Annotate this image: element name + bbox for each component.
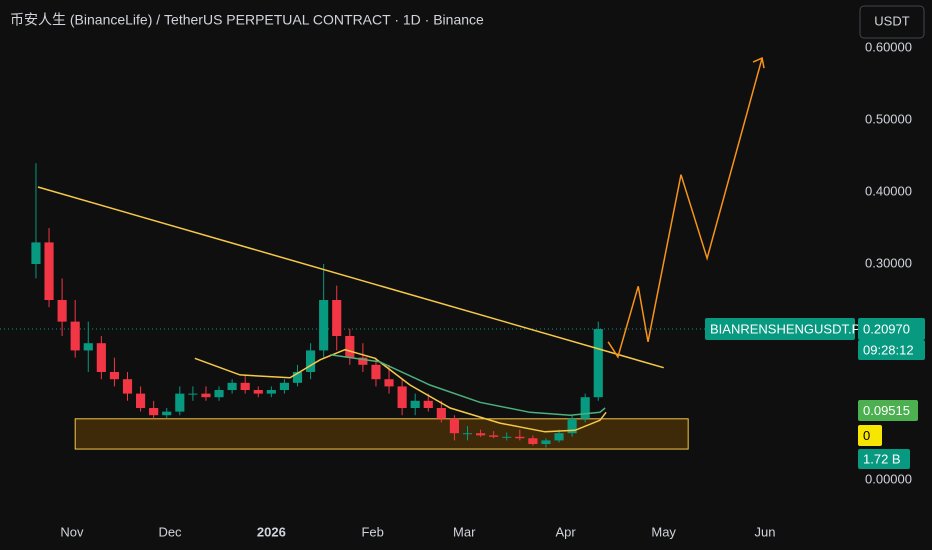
candle-body [227,382,237,391]
y-tick-label: 0.50000 [865,111,912,126]
candle-body [214,390,224,398]
chart-title: 币安人生 (BinanceLife) / TetherUS PERPETUAL … [10,12,484,28]
x-tick-label: 2026 [257,524,286,539]
line [607,57,763,359]
symbol-tag-text: BIANRENSHENGUSDT.P [710,321,860,336]
x-tick-label: Nov [60,524,84,539]
button-label[interactable]: USDT [874,13,909,28]
candle-body [292,372,303,383]
candle-body [462,433,473,435]
candle-body [136,393,146,409]
ma-tag: 0.09515 [858,400,918,421]
y-tick-label: 0.40000 [865,183,912,198]
x-tick-label: Jun [755,524,776,539]
arrow-head [752,57,765,69]
candle-body [345,336,355,358]
countdown-tag-bg [858,340,925,361]
candle-body [44,242,54,301]
candle-body [397,386,407,409]
candle-body [83,343,93,351]
candle-body [410,400,420,409]
candle-body [332,300,342,337]
candle-body [436,408,446,419]
countdown-tag: 09:28:12 [858,340,925,361]
volume-tag: 1.72 B [858,449,910,469]
candle-body [57,300,67,322]
candle-body [423,400,433,409]
countdown-tag-text: 09:28:12 [863,342,914,357]
currency-button[interactable]: USDT [859,5,925,39]
x-tick-label: Mar [453,524,476,539]
line [37,186,664,369]
candle-body [109,372,119,380]
candle-body [593,329,603,398]
candle-body [122,379,133,394]
y-tick-label: 0.00000 [865,471,912,486]
candle-body [567,418,577,434]
candle-body [371,364,381,380]
y-tick-label: 0.60000 [865,39,912,54]
price-tag-text: 0.20970 [863,321,910,336]
zero-tag-text: 0 [863,428,870,443]
candle-body [266,390,276,394]
support-zone [74,418,689,450]
price-tag: 0.20970 [858,318,925,341]
candle-body [162,411,172,416]
line [330,353,606,416]
candle-body [253,390,263,394]
ma-tag-bg [858,400,918,421]
candle-body [476,433,486,436]
volume-tag-bg [858,449,910,469]
candle-body [149,408,159,416]
ma-tag-text: 0.09515 [863,403,910,418]
candle-body [96,343,106,373]
candle-body [554,433,564,441]
candle-body [358,357,368,365]
candle-body [240,382,250,391]
candle-body [70,321,80,351]
price-tag-bg [858,318,925,341]
zero-tag: 0 [858,425,882,446]
candle-body [541,440,551,445]
candle-body [449,418,459,434]
line [194,348,607,433]
candle-body [188,393,198,395]
button-frame[interactable] [859,5,925,39]
volume-tag-text: 1.72 B [863,451,901,466]
x-tick-label: Feb [361,524,383,539]
candle-body [580,397,590,419]
x-tick-label: May [651,524,676,539]
candle-body [306,350,316,373]
symbol-tag: BIANRENSHENGUSDT.P [705,318,860,341]
candle-body [175,393,185,412]
candle-body [515,436,525,439]
y-tick-label: 0.30000 [865,255,912,270]
candle-body [279,382,289,391]
candle-body [528,438,538,445]
candle-body [31,242,41,265]
x-tick-label: Apr [555,524,576,539]
zero-tag-bg [858,425,882,446]
candle-body [201,393,211,398]
candle-body [319,300,329,351]
x-tick-label: Dec [158,524,182,539]
candle-body [502,436,512,438]
candle-body [384,379,394,387]
candle-body [489,435,499,437]
symbol-tag-bg [705,318,855,341]
